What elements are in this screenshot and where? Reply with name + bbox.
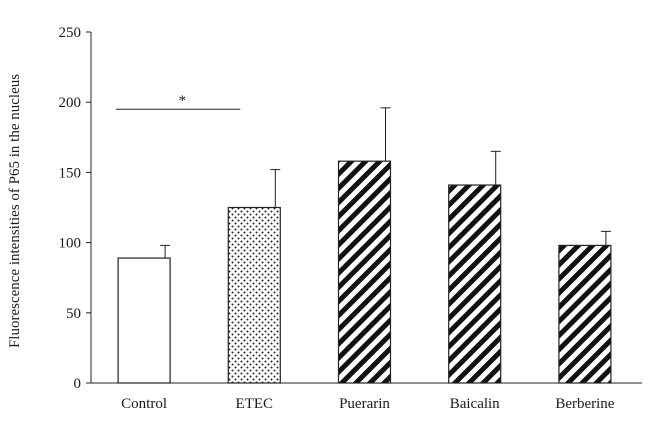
- x-tick-label: Baicalin: [450, 396, 500, 412]
- bar-control: [117, 257, 171, 384]
- y-axis-title: Fluorescence intensities of P65 in the n…: [7, 74, 23, 348]
- x-tick-label: ETEC: [236, 396, 274, 412]
- bar-baicalin: [448, 184, 502, 384]
- y-tick-label: 100: [59, 236, 82, 252]
- y-tick-label: 150: [59, 165, 82, 181]
- bar-puerarin: [337, 160, 392, 384]
- y-tick-label: 200: [59, 95, 82, 111]
- x-tick-label: Control: [121, 396, 167, 412]
- y-tick-label: 250: [59, 25, 82, 41]
- labels: 0 50 100 150 200 250 Control ETEC Puerarin Baical…: [59, 25, 615, 412]
- y-tick-label: 0: [74, 376, 82, 392]
- x-tick-label: Puerarin: [339, 396, 390, 412]
- y-tick-label: 50: [66, 306, 81, 322]
- x-tick-label: Berberine: [555, 396, 614, 412]
- bar-etec: [227, 206, 281, 384]
- bars: [116, 107, 612, 384]
- bar-berberine: [558, 244, 612, 384]
- significance-marker: *: [178, 93, 186, 109]
